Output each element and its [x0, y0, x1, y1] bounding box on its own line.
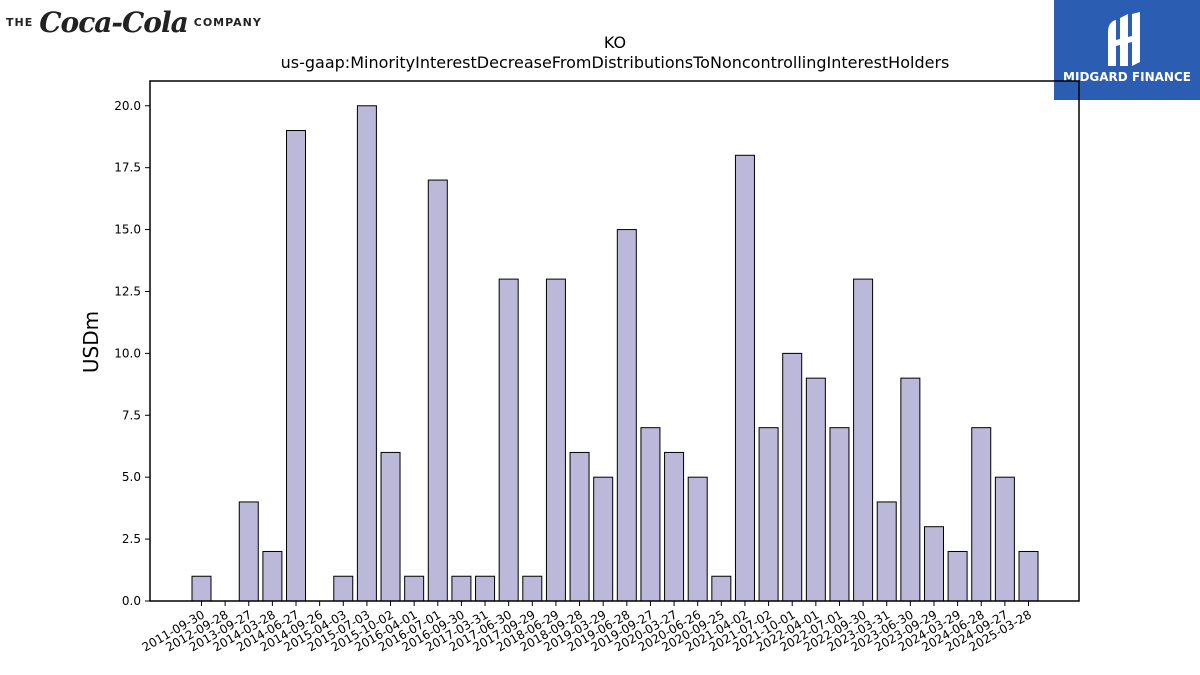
y-tick-label: 15.0 [114, 223, 141, 237]
x-axis: 2011-09-302012-09-282013-09-272014-03-28… [140, 601, 1034, 654]
bar [711, 575, 732, 602]
logo-prefix: THE [6, 15, 34, 29]
bar [380, 451, 401, 602]
bar [687, 476, 708, 602]
y-tick-label: 17.5 [114, 161, 141, 175]
bar [238, 501, 259, 602]
bar [758, 427, 779, 602]
bar [876, 501, 897, 602]
logo-brand: Coca-Cola [39, 5, 189, 39]
bar [333, 575, 354, 602]
bar [356, 105, 377, 602]
midgard-mark-icon [1108, 12, 1140, 66]
bar [427, 179, 448, 602]
bar [664, 451, 685, 602]
bar [782, 352, 803, 602]
bar [994, 476, 1015, 602]
y-tick-label: 7.5 [122, 408, 141, 422]
bar [1018, 550, 1039, 602]
bar [805, 377, 826, 602]
bar [947, 550, 968, 602]
bar [522, 575, 543, 602]
bar [640, 427, 661, 602]
y-tick-label: 0.0 [122, 594, 141, 608]
bar [262, 550, 283, 602]
bar [404, 575, 425, 602]
chart-title: KO [604, 33, 626, 52]
y-tick-label: 10.0 [114, 346, 141, 360]
bar [853, 278, 874, 602]
midgard-finance-logo: MIDGARD FINANCE [1054, 0, 1200, 100]
y-tick-label: 12.5 [114, 284, 141, 298]
bar [971, 427, 992, 602]
y-tick-label: 20.0 [114, 99, 141, 113]
plot-frame [149, 80, 1080, 602]
bar [451, 575, 472, 602]
y-axis-label: USDm [79, 311, 103, 373]
y-tick-label: 2.5 [122, 532, 141, 546]
y-tick-label: 5.0 [122, 470, 141, 484]
coca-cola-company-logo: THE Coca-Cola COMPANY [6, 4, 262, 40]
bar [569, 451, 590, 602]
bar [829, 427, 850, 602]
bars-group [191, 105, 1039, 602]
bar [923, 526, 944, 602]
bar [286, 130, 307, 602]
logo-suffix: COMPANY [193, 15, 262, 29]
bar [593, 476, 614, 602]
bar [616, 229, 637, 602]
chart-subtitle: us-gaap:MinorityInterestDecreaseFromDist… [281, 53, 950, 72]
bar [191, 575, 212, 602]
bar [734, 154, 755, 602]
bar [545, 278, 566, 602]
y-axis: 0.0 2.5 5.0 7.5 10.0 12.5 15.0 17.5 20.0 [114, 99, 150, 608]
logo-wordmark: MIDGARD FINANCE [1063, 70, 1191, 84]
bar [900, 377, 921, 602]
bar [475, 575, 496, 602]
bar [498, 278, 519, 602]
